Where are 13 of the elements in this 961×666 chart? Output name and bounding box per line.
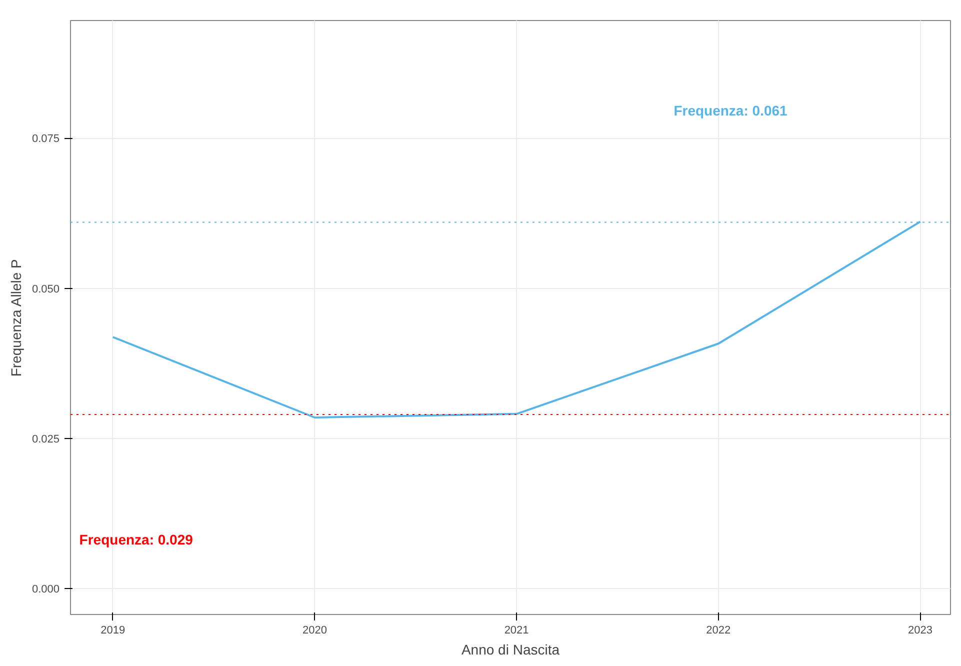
- x-tick-label: 2022: [706, 624, 731, 636]
- x-tick-label: 2023: [908, 624, 932, 636]
- x-tick-label: 2021: [504, 624, 529, 636]
- y-tick-label: 0.000: [32, 584, 60, 596]
- ref-line-label: Frequenza: 0.029: [79, 532, 194, 548]
- ref-line-label: Frequenza: 0.061: [674, 102, 788, 118]
- y-tick-label: 0.050: [32, 283, 60, 296]
- x-axis-title: Anno di Nascita: [461, 642, 560, 658]
- y-tick-label: 0.075: [32, 133, 60, 146]
- y-axis-title: Frequenza Allele P: [8, 259, 24, 377]
- x-tick-label: 2019: [100, 624, 126, 636]
- y-tick-label: 0.025: [32, 434, 60, 446]
- x-tick-label: 2020: [302, 624, 327, 636]
